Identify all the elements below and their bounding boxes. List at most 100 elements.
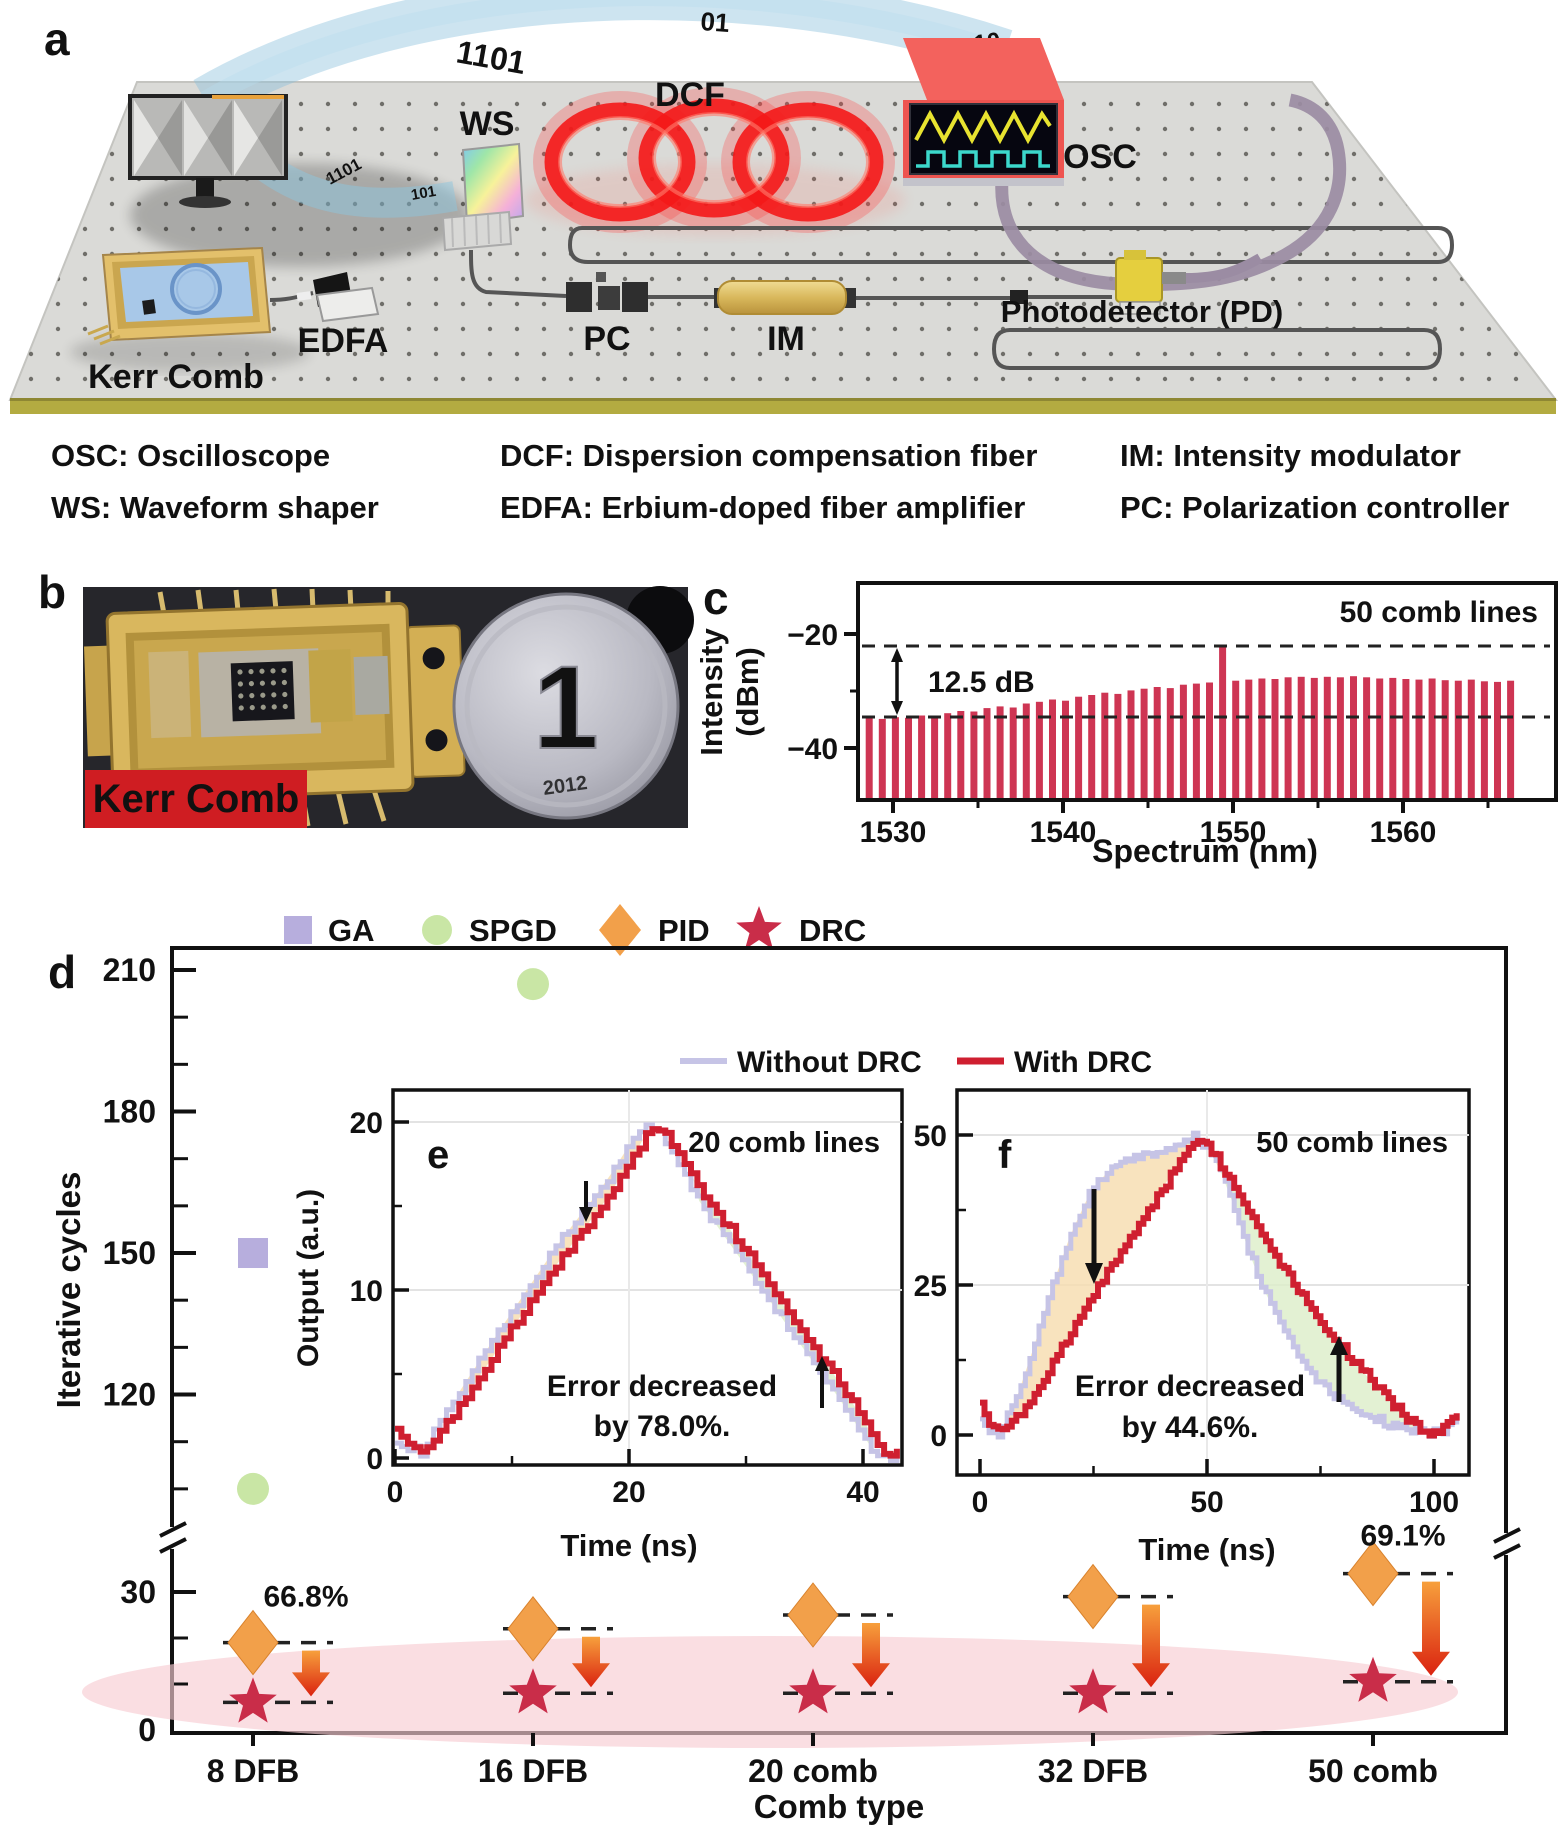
intensity-modulator xyxy=(714,280,856,315)
comb-line-bar xyxy=(1507,680,1515,798)
ga-point xyxy=(238,1238,268,1269)
abbrev-pc: PC: Polarization controller xyxy=(1120,490,1509,525)
d-ytick-label: 210 xyxy=(103,952,156,988)
e-ytick-label: 20 xyxy=(350,1107,383,1140)
im-label: IM xyxy=(767,320,805,358)
pid-point xyxy=(507,1595,559,1662)
drc-point xyxy=(789,1668,837,1714)
comb-line-bar xyxy=(865,718,873,798)
reduction-arrow xyxy=(1132,1604,1170,1688)
e-xtick-label: 0 xyxy=(387,1476,404,1509)
d-category-label: 8 DFB xyxy=(207,1753,299,1789)
coin: 1 2012 xyxy=(452,592,680,820)
e-xtick-label: 20 xyxy=(612,1476,645,1509)
coax-cable xyxy=(995,93,1347,292)
d-y-axis-label: Iterative cycles xyxy=(50,1172,87,1409)
comb-line-bar xyxy=(1454,680,1462,798)
binary-digits: 01 xyxy=(700,6,731,38)
with-drc-curve xyxy=(395,1126,900,1459)
comb-line-bar xyxy=(905,717,912,798)
comb-line-bar xyxy=(1049,699,1056,798)
binary-digits: 101 xyxy=(410,183,438,204)
e-annotation-1: Error decreased xyxy=(547,1370,777,1403)
e-error-arrows xyxy=(579,1181,829,1408)
comb-line-bar xyxy=(1232,680,1240,798)
spgd-point xyxy=(237,1472,269,1505)
c-x-axis-label: Spectrum (nm) xyxy=(1092,833,1318,869)
ws-label: WS xyxy=(460,105,515,143)
c-xtick-label: 1540 xyxy=(1030,816,1097,849)
f-ytick-label: 0 xyxy=(930,1420,947,1453)
comb-line-bar xyxy=(1467,679,1475,798)
polarization-controller xyxy=(566,272,648,312)
comb-line-bar xyxy=(1271,679,1279,798)
comb-line-bar xyxy=(1140,688,1148,798)
e-ytick-label: 10 xyxy=(350,1275,383,1308)
pc-label: PC xyxy=(583,320,630,358)
abbrev-dcf: DCF: Dispersion compensation fiber xyxy=(500,438,1037,473)
c-annotation: 50 comb lines xyxy=(1340,596,1538,629)
c-xtick-label: 1530 xyxy=(860,816,927,849)
photodetector xyxy=(1010,250,1186,315)
panel-d-legend: GA SPGD PID DRC xyxy=(284,904,866,956)
spgd-label: SPGD xyxy=(469,913,557,948)
edfa-component xyxy=(313,272,380,323)
f-ytick-label: 25 xyxy=(914,1270,947,1303)
comb-line-bar xyxy=(1297,676,1305,799)
e-title: 20 comb lines xyxy=(688,1127,880,1159)
e-xtick-label: 40 xyxy=(846,1476,879,1509)
e-ytick-label: 0 xyxy=(366,1443,383,1476)
axis-break-marks xyxy=(159,1521,1521,1560)
spgd-point xyxy=(517,968,549,1001)
comb-line-bar xyxy=(1062,700,1069,798)
breadboard-edge xyxy=(10,400,1556,414)
d-category-label: 16 DFB xyxy=(478,1753,588,1789)
comb-line-bar xyxy=(1441,680,1449,798)
reduction-arrow xyxy=(852,1623,890,1688)
without-drc-curve xyxy=(395,1122,900,1463)
f-title: 50 comb lines xyxy=(1256,1127,1448,1159)
scope-step-trace xyxy=(916,150,1050,168)
comb-line-bar xyxy=(1376,678,1384,798)
f-ytick-label: 50 xyxy=(914,1120,947,1153)
f-xtick-label: 100 xyxy=(1409,1486,1459,1519)
comb-line-bar xyxy=(1153,687,1161,798)
c-xtick-label: 1550 xyxy=(1200,816,1267,849)
comb-line-bar xyxy=(1494,681,1501,798)
panel-letter-d: d xyxy=(48,946,76,998)
oscilloscope xyxy=(903,38,1064,186)
comb-line-bar xyxy=(1480,681,1488,798)
comb-line-bar xyxy=(1192,683,1200,798)
comb-line-bar xyxy=(1206,682,1213,798)
comb-line-bar xyxy=(1009,707,1017,798)
pid-point xyxy=(227,1609,279,1676)
comb-line-bar xyxy=(944,713,952,798)
pd-label: Photodetector (PD) xyxy=(1001,294,1283,329)
comb-line-bar xyxy=(1363,677,1371,798)
comb-line-bar xyxy=(1258,678,1266,798)
breadboard-holes xyxy=(10,82,1556,400)
kerr-comb-label: Kerr Comb xyxy=(88,358,264,396)
panel-letter-c: c xyxy=(703,572,729,624)
comb-line-bar xyxy=(1101,692,1109,798)
comb-line-bar xyxy=(1219,647,1227,798)
drc-label: DRC xyxy=(799,913,866,948)
reduction-percent-label: 66.8% xyxy=(263,1581,348,1614)
comb-line-bar xyxy=(996,706,1004,798)
panel-letter-e: e xyxy=(427,1133,449,1177)
ga-label: GA xyxy=(328,913,375,948)
comb-line-bar xyxy=(1284,677,1292,798)
c-ytick-label: −20 xyxy=(787,619,838,652)
butterfly-package xyxy=(84,601,466,802)
abbrev-ws: WS: Waveform shaper xyxy=(51,490,379,525)
d-category-label: 50 comb xyxy=(1308,1753,1438,1789)
comb-line-bar xyxy=(1179,684,1187,798)
kerr-comb-banner xyxy=(85,770,307,828)
f-xtick-label: 0 xyxy=(972,1486,989,1519)
dcf-label: DCF xyxy=(655,76,725,114)
d-ytick-label: 150 xyxy=(103,1235,156,1271)
pid-marker xyxy=(599,904,641,956)
pid-label: PID xyxy=(658,913,710,948)
comb-line-bar xyxy=(957,711,965,798)
pid-point xyxy=(787,1582,839,1648)
